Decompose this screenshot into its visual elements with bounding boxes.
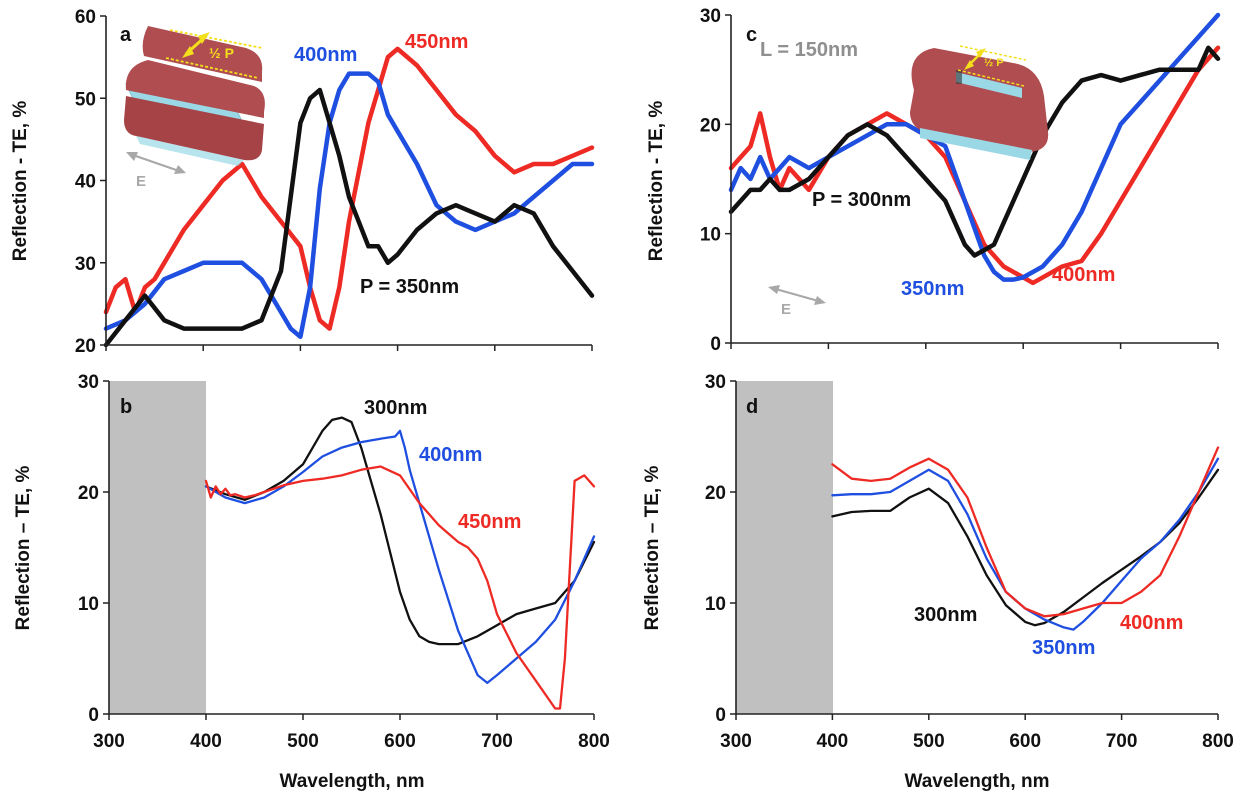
ytick-label-b-1: 10 — [78, 594, 99, 615]
series-line-b-300nm — [206, 418, 594, 644]
axis-title-y-d: Reflection – TE, % — [642, 466, 663, 631]
xtick-label-d-5: 800 — [1202, 731, 1234, 752]
xtick-label-b-0: 300 — [93, 731, 125, 752]
panel-label-d: d — [746, 396, 758, 418]
ytick-label-c-0: 0 — [710, 334, 721, 355]
ytick-label-d-3: 30 — [705, 372, 726, 393]
ytick-label-d-0: 0 — [715, 705, 726, 726]
panel-d: 0 10 20 30 300 400 500 600 700 800 Reflection – T… — [642, 372, 1234, 792]
polarization-label-c: E — [781, 301, 791, 318]
ytick-label-b-2: 20 — [78, 483, 99, 504]
axis-title-y-a: Reflection - TE, % — [10, 101, 31, 262]
axis-title-x-b: Wavelength, nm — [280, 771, 425, 792]
plot-area-b — [206, 418, 594, 709]
xtick-label-b-3: 600 — [384, 731, 416, 752]
polarization-label-a: E — [136, 173, 146, 190]
panel-label-a: a — [120, 24, 132, 46]
inset-dimension-label-a: ½ P — [209, 45, 234, 61]
series-label-b-450: 450nm — [458, 511, 521, 533]
series-label-d-350: 350nm — [1032, 637, 1095, 659]
ytick-label-c-1: 10 — [700, 225, 721, 246]
inset-dimension-label-c: ½ P — [984, 57, 1004, 69]
panel-b: 0 10 20 30 300 400 500 600 700 800 Reflection – T… — [13, 372, 610, 792]
series-label-c-300: P = 300nm — [812, 189, 911, 211]
xtick-label-d-2: 500 — [913, 731, 945, 752]
panel-c: 0 10 20 30 Reflection - TE, % c L = 150nm ½… — [646, 6, 1218, 355]
xtick-label-d-0: 300 — [720, 731, 752, 752]
series-label-d-300: 300nm — [914, 604, 977, 626]
ytick-label-a-4: 60 — [75, 7, 96, 28]
ytick-label-b-0: 0 — [88, 705, 99, 726]
ytick-label-d-1: 10 — [705, 594, 726, 615]
ytick-label-b-3: 30 — [78, 372, 99, 393]
ytick-label-a-1: 30 — [75, 254, 96, 275]
series-label-a-450: 450nm — [405, 31, 468, 53]
series-label-b-400: 400nm — [419, 444, 482, 466]
ytick-label-d-2: 20 — [705, 483, 726, 504]
xtick-label-b-5: 800 — [578, 731, 610, 752]
plot-area-d — [832, 448, 1218, 630]
ytick-label-a-0: 20 — [75, 336, 96, 357]
panel-label-c: c — [746, 24, 757, 46]
series-line-d-400nm — [832, 448, 1218, 617]
series-label-b-300: 300nm — [364, 397, 427, 419]
shaded-region-d — [736, 381, 833, 714]
shaded-region-b — [109, 381, 206, 714]
xtick-label-d-1: 400 — [817, 731, 849, 752]
axis-title-y-b: Reflection – TE, % — [13, 466, 34, 631]
axis-title-x-d: Wavelength, nm — [905, 771, 1050, 792]
series-label-c-350: 350nm — [901, 278, 964, 300]
series-line-b-400nm — [206, 431, 594, 683]
series-label-c-400: 400nm — [1052, 264, 1115, 286]
axis-title-y-c: Reflection - TE, % — [646, 101, 667, 262]
xtick-label-d-4: 700 — [1106, 731, 1138, 752]
ytick-label-a-2: 40 — [75, 172, 96, 193]
annotation-length-c: L = 150nm — [760, 39, 858, 61]
xtick-label-b-4: 700 — [481, 731, 513, 752]
ytick-label-c-2: 20 — [700, 115, 721, 136]
series-label-a-350: P = 350nm — [360, 276, 459, 298]
ytick-label-c-3: 30 — [700, 6, 721, 27]
xtick-label-b-1: 400 — [190, 731, 222, 752]
panel-a: 20 30 40 50 60 Reflection - TE, % a ½ P E 45… — [10, 7, 592, 357]
series-label-a-400: 400nm — [294, 44, 357, 66]
series-label-d-400: 400nm — [1120, 612, 1183, 634]
panel-label-b: b — [120, 396, 132, 418]
xtick-label-b-2: 500 — [287, 731, 319, 752]
series-line-d-350nm — [832, 459, 1218, 630]
ytick-label-a-3: 50 — [75, 89, 96, 110]
xtick-label-d-3: 600 — [1009, 731, 1041, 752]
